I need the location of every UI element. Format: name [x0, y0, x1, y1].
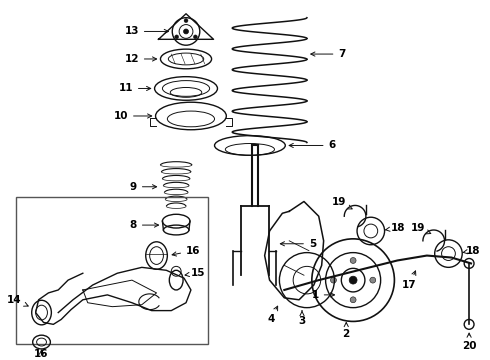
Text: 17: 17 [402, 271, 417, 290]
Text: 6: 6 [289, 140, 336, 150]
Circle shape [184, 29, 189, 34]
Text: 5: 5 [280, 239, 316, 249]
Circle shape [350, 297, 356, 303]
Text: 14: 14 [7, 295, 28, 306]
Text: 19: 19 [332, 198, 352, 209]
Circle shape [350, 257, 356, 264]
Text: 13: 13 [124, 26, 169, 36]
Text: 10: 10 [114, 111, 152, 121]
Text: 18: 18 [385, 223, 405, 233]
Circle shape [184, 19, 188, 23]
Circle shape [349, 276, 357, 284]
Text: 15: 15 [185, 268, 205, 278]
Text: 8: 8 [130, 220, 159, 230]
Text: 19: 19 [411, 223, 431, 234]
Text: 18: 18 [463, 246, 481, 256]
Bar [16, 197, 208, 344]
Circle shape [194, 35, 197, 39]
Circle shape [370, 277, 376, 283]
Text: 12: 12 [124, 54, 157, 64]
Circle shape [175, 35, 179, 39]
Text: 16: 16 [34, 349, 49, 359]
Text: 1: 1 [312, 290, 335, 300]
Text: 7: 7 [311, 49, 346, 59]
Text: 3: 3 [298, 311, 306, 327]
Text: 9: 9 [130, 182, 157, 192]
Text: 20: 20 [462, 333, 476, 351]
Text: 11: 11 [119, 84, 151, 94]
Text: 16: 16 [172, 246, 200, 256]
Circle shape [331, 277, 337, 283]
Text: 4: 4 [267, 306, 278, 324]
Text: 2: 2 [343, 323, 350, 339]
